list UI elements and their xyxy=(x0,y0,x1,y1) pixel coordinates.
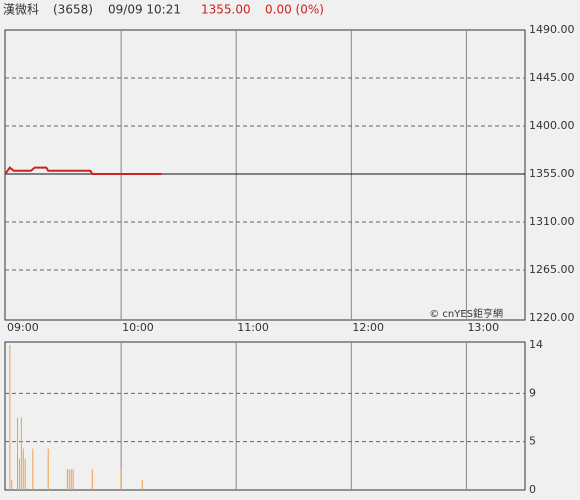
volume-bar xyxy=(24,458,26,490)
quote-price: 1355.00 xyxy=(201,3,251,17)
volume-bar xyxy=(66,469,68,490)
x-tick-label: 12:00 xyxy=(352,321,384,334)
price-line xyxy=(5,166,162,175)
y-tick-label: 5 xyxy=(529,435,536,448)
y-tick-label: 14 xyxy=(529,338,543,351)
x-tick-label: 13:00 xyxy=(467,321,499,334)
x-tick-label: 11:00 xyxy=(237,321,269,334)
y-tick-label: 1355.00 xyxy=(529,167,575,180)
plot-frame xyxy=(4,341,526,491)
volume-bar xyxy=(20,417,22,490)
y-tick-label: 1265.00 xyxy=(529,263,575,276)
y-tick-label: 1445.00 xyxy=(529,71,575,84)
y-tick-label: 0 xyxy=(529,483,536,496)
volume-bar xyxy=(72,469,74,490)
x-tick-label: 10:00 xyxy=(122,321,154,334)
volume-bar xyxy=(70,469,72,490)
volume-bar xyxy=(91,469,93,490)
volume-bar xyxy=(68,469,70,490)
volume-bar xyxy=(47,448,49,490)
y-tick-label: 1310.00 xyxy=(529,215,575,228)
volume-bar xyxy=(141,479,143,490)
y-tick-label: 1220.00 xyxy=(529,311,575,324)
stock-name: 漢微科 xyxy=(3,3,39,17)
volume-bar xyxy=(17,417,19,490)
quote-time: 09/09 10:21 xyxy=(108,3,181,17)
volume-bar xyxy=(120,469,122,490)
plot-frame xyxy=(4,29,526,321)
volume-bar xyxy=(32,448,34,490)
stock-code: (3658) xyxy=(53,3,93,17)
y-tick-label: 9 xyxy=(529,386,536,399)
volume-bar xyxy=(9,345,11,490)
volume-bar xyxy=(18,458,20,490)
volume-bar xyxy=(22,448,24,490)
y-tick-label: 1400.00 xyxy=(529,119,575,132)
quote-change: 0.00 (0%) xyxy=(265,3,324,17)
x-tick-label: 09:00 xyxy=(7,321,39,334)
y-tick-label: 1490.00 xyxy=(529,23,575,36)
volume-bar xyxy=(11,479,13,490)
